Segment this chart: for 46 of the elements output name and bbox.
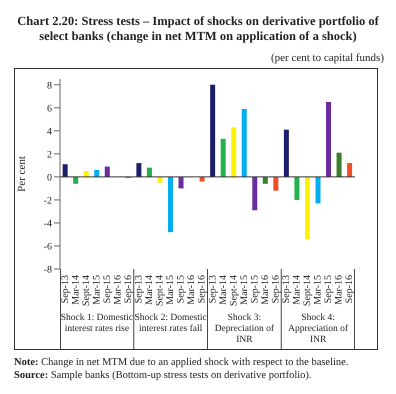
x-tick-label: Sep-15 (102, 275, 113, 304)
x-tick-label: Sept-14 (302, 275, 314, 306)
y-tick-label: 4 (47, 126, 52, 138)
x-tick-label: Sep-13 (281, 275, 292, 304)
x-tick-label: Sep-15 (323, 275, 334, 304)
y-tick-label: 0 (47, 172, 52, 184)
x-tick-label: Mar-16 (186, 275, 198, 305)
x-tick-label: Mar-16 (334, 275, 345, 305)
text: Shock 4: Appreciation of INR (287, 312, 350, 347)
x-tick-label: Sept-14 (154, 275, 166, 306)
x-tick-label: Sep-16 (122, 275, 134, 304)
text: Note: Change in net MTM due to an applied shock with respect to the baseline. (14, 357, 348, 368)
x-tick-label: Sept-14 (80, 275, 92, 306)
x-tick-label: Mar-14 (144, 275, 156, 305)
text: Shock 3: Depreciation of INR (214, 312, 276, 347)
x-tick-label: Mar-14 (70, 275, 82, 305)
y-tick-label: 6 (47, 103, 52, 114)
x-tick-label: Sept-14 (228, 275, 240, 306)
x-tick-label: Sep-16 (196, 275, 208, 304)
x-tick-label: Mar-16 (112, 275, 124, 305)
chart-subtitle: (per cent to capital funds) (270, 52, 384, 64)
x-tick-label: Mar-15 (165, 275, 176, 305)
x-tick-label: Mar-15 (91, 275, 102, 305)
text: Shock 1: Domestic interest rates rise (60, 312, 134, 336)
y-tick-label: 8 (47, 80, 52, 92)
x-tick-label: Sep-15 (176, 275, 187, 304)
x-tick-label: Mar-14 (292, 275, 303, 305)
x-tick-label: Sep-13 (134, 275, 145, 304)
x-tick-label: Mar-15 (312, 275, 324, 305)
x-tick-label: Sep-16 (270, 275, 282, 304)
x-tick-label: Sep-15 (249, 275, 260, 304)
y-tick-label: -6 (44, 242, 52, 253)
y-tick-label: -2 (44, 195, 52, 206)
x-tick-label: Sep-13 (60, 275, 71, 304)
y-tick-label: -4 (44, 218, 52, 230)
y-tick-label: -8 (44, 264, 52, 276)
y-tick-label: 2 (47, 149, 52, 160)
x-tick-label: Mar-14 (218, 275, 229, 305)
source-note: Source: Sample banks (Bottom-up stress tests on derivative portfolio). (14, 370, 312, 381)
x-tick-label: Sep-16 (344, 275, 356, 304)
x-tick-label: Mar-15 (238, 275, 250, 305)
y-axis-title: Per cent (16, 156, 28, 192)
x-tick-label: Mar-16 (260, 275, 271, 305)
text: Shock 2: Domestic interest rates fall (134, 312, 208, 336)
x-tick-label: Sep-13 (207, 275, 218, 304)
chart-title: Chart 2.20: Stress tests – Impact of shocks on derivative portfolio of select banks (change in net MTM on application of a shock) (16, 13, 380, 44)
